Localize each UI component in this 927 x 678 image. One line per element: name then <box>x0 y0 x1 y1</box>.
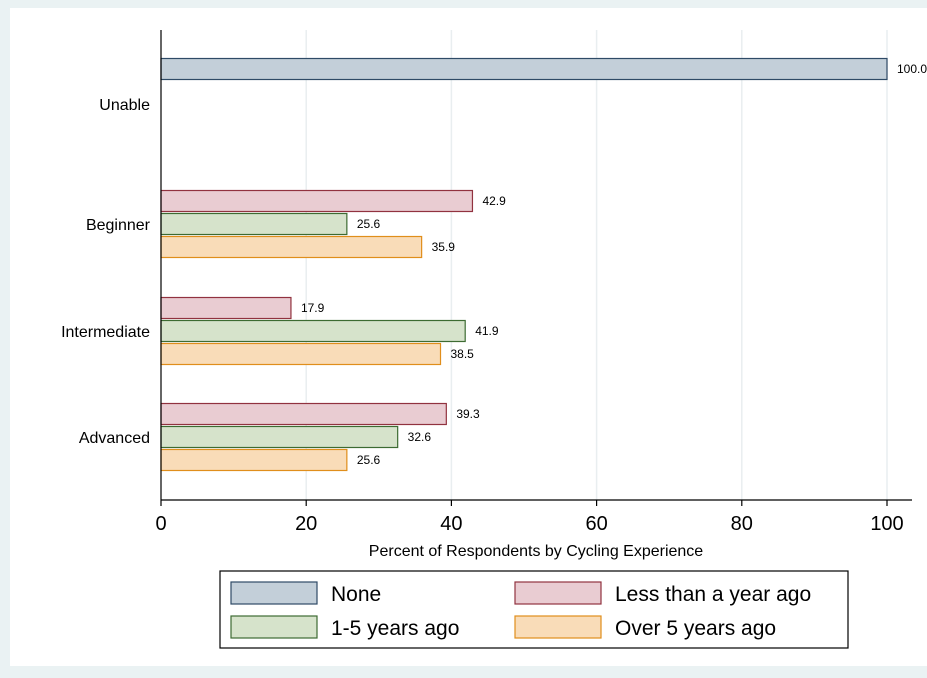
legend-label: None <box>331 583 381 606</box>
bar <box>160 189 474 213</box>
bar <box>160 319 466 343</box>
legend-label: 1-5 years ago <box>331 617 459 640</box>
bar <box>160 296 292 320</box>
bars-group: 100.0Unable42.925.635.9Beginner17.941.93… <box>61 57 927 472</box>
legend-swatch <box>230 581 318 605</box>
bar-value-label: 25.6 <box>357 453 381 467</box>
bar <box>160 448 348 472</box>
x-tick-label: 40 <box>440 513 462 535</box>
x-tick-label: 60 <box>585 513 607 535</box>
bar-value-label: 32.6 <box>408 430 432 444</box>
x-tick-label: 0 <box>155 513 166 535</box>
category-label: Intermediate <box>61 324 150 341</box>
x-tick-label: 100 <box>870 513 903 535</box>
x-tick-label: 20 <box>295 513 317 535</box>
bar <box>160 57 888 81</box>
bar <box>160 402 447 426</box>
bar-value-label: 25.6 <box>357 217 381 231</box>
category-label: Unable <box>99 97 150 114</box>
bar-value-label: 42.9 <box>482 194 506 208</box>
bar <box>160 235 423 259</box>
bar <box>160 212 348 236</box>
category-label: Beginner <box>86 217 151 234</box>
bar <box>160 342 442 366</box>
bar-value-label: 35.9 <box>432 240 456 254</box>
category-label: Advanced <box>79 430 150 447</box>
x-axis-label: Percent of Respondents by Cycling Experi… <box>369 543 704 560</box>
bar <box>160 425 399 449</box>
legend: None Less than a year ago 1-5 years ago Ove… <box>219 570 849 649</box>
legend-label: Over 5 years ago <box>615 617 776 640</box>
bar-value-label: 17.9 <box>301 301 325 315</box>
x-tick-label: 80 <box>731 513 753 535</box>
bar-value-label: 39.3 <box>456 407 480 421</box>
bar-value-label: 100.0 <box>897 62 927 76</box>
legend-swatch <box>514 581 602 605</box>
bar-value-label: 41.9 <box>475 324 499 338</box>
bar-value-label: 38.5 <box>451 347 475 361</box>
legend-swatch <box>514 615 602 639</box>
legend-swatch <box>230 615 318 639</box>
legend-label: Less than a year ago <box>615 583 811 606</box>
axes-group: 0 20 40 60 80 100 <box>155 30 912 535</box>
